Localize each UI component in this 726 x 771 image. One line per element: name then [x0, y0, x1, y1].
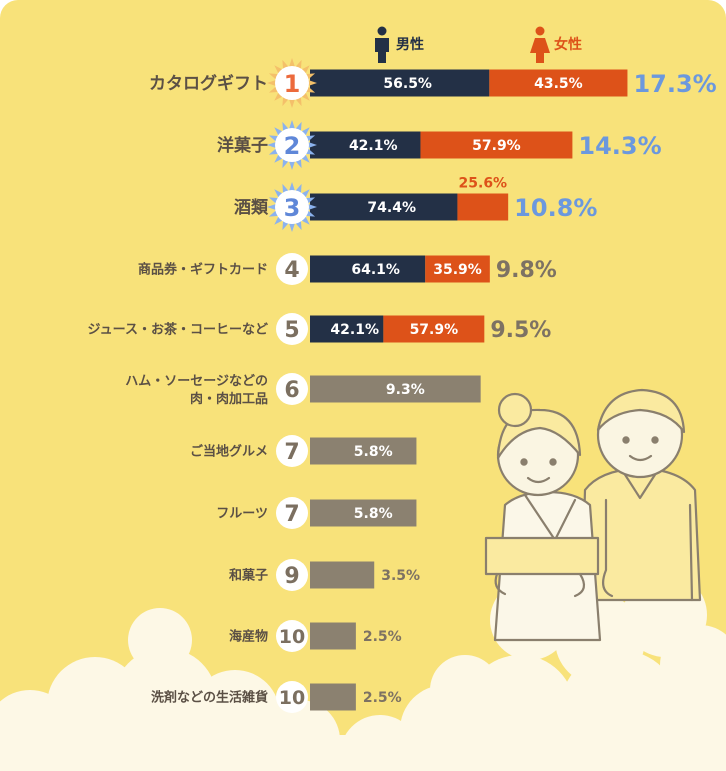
rank-number: 2 [284, 132, 301, 160]
legend: 男性 女性 [375, 26, 582, 63]
category-label: 洋菓子 [217, 135, 268, 156]
category-label: フルーツ [216, 507, 268, 522]
female-bar [420, 131, 573, 159]
rank-badge [276, 435, 308, 467]
rank-number: 1 [284, 70, 301, 98]
female-bar [457, 193, 509, 221]
total-bar [310, 561, 375, 589]
female-value-label: 35.9% [433, 262, 482, 278]
rank-number: 10 [279, 687, 305, 709]
rank-badge [276, 681, 308, 713]
rank-number: 5 [284, 318, 299, 343]
rank-badge [276, 253, 308, 285]
total-value-label: 9.5% [490, 318, 551, 343]
female-bar [425, 255, 490, 283]
total-value-label: 5.8% [354, 444, 393, 460]
total-value-label: 14.3% [578, 132, 661, 160]
rank-number: 7 [284, 502, 299, 527]
category-label: 酒類 [234, 197, 269, 218]
couple-illustration [484, 388, 702, 642]
total-bar [310, 683, 356, 711]
female-value-label: 57.9% [410, 322, 459, 338]
male-bar [310, 255, 426, 283]
total-value-label: 3.5% [381, 568, 420, 584]
legend-male-label: 男性 [396, 36, 424, 53]
rank-badge [276, 313, 308, 345]
category-label: ご当地グルメ [190, 444, 268, 460]
male-bar [310, 193, 458, 221]
rank-badge [275, 190, 309, 224]
male-value-label: 64.1% [351, 262, 400, 278]
total-value-label: 9.3% [386, 382, 425, 398]
female-value-label: 57.9% [472, 138, 521, 154]
male-bar [310, 315, 384, 343]
total-value-label: 2.5% [363, 690, 402, 706]
rank-number: 6 [284, 378, 299, 403]
category-label: ジュース・お茶・コーヒーなど [88, 322, 268, 338]
total-bar [310, 375, 481, 403]
total-value-label: 2.5% [363, 629, 402, 645]
total-value-label: 5.8% [354, 506, 393, 522]
rank-number: 4 [284, 258, 299, 283]
category-label: ハム・ソーセージなどの肉・肉加工品 [125, 374, 268, 407]
female-bar [489, 69, 628, 97]
category-label: 商品券・ギフトカード [138, 262, 268, 278]
female-value-label: 43.5% [534, 76, 583, 92]
total-value-label: 9.8% [496, 258, 557, 283]
rank-number: 7 [284, 440, 299, 465]
total-value-label: 10.8% [514, 194, 597, 222]
male-bar [310, 131, 421, 159]
male-icon [375, 26, 389, 63]
rank-number: 3 [284, 194, 301, 222]
total-bar [310, 499, 417, 527]
male-value-label: 42.1% [330, 322, 379, 338]
category-label: 和菓子 [229, 568, 268, 584]
male-bar [310, 69, 490, 97]
female-icon [530, 26, 550, 63]
female-value-label: 25.6% [459, 176, 508, 192]
category-label: 洗剤などの生活雑貨 [151, 690, 268, 706]
rank-badge [275, 128, 309, 162]
cloud-decoration [0, 573, 726, 771]
total-bar [310, 622, 356, 650]
rank-number: 10 [279, 626, 305, 648]
rank-number: 9 [284, 564, 299, 589]
category-label: 海産物 [229, 629, 268, 645]
rank-badge [276, 620, 308, 652]
total-value-label: 17.3% [633, 70, 716, 98]
male-value-label: 74.4% [367, 200, 416, 216]
rank-badge [276, 559, 308, 591]
rank-badge [275, 66, 309, 100]
male-value-label: 42.1% [349, 138, 398, 154]
total-bar [310, 437, 417, 465]
legend-female-label: 女性 [554, 36, 582, 53]
category-label: カタログギフト [149, 73, 268, 94]
male-value-label: 56.5% [383, 76, 432, 92]
rank-badge [276, 497, 308, 529]
rank-badge [276, 373, 308, 405]
female-bar [383, 315, 485, 343]
